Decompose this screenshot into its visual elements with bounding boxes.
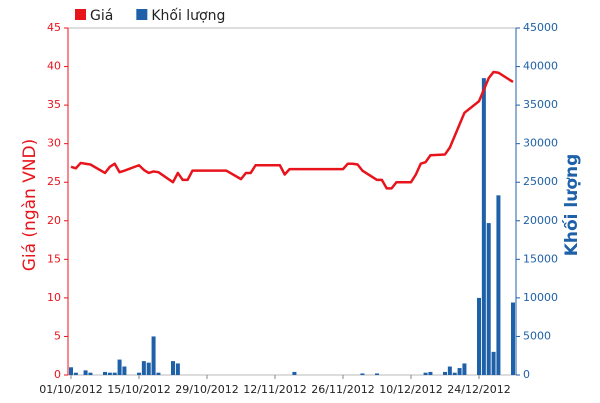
bar [151,336,156,375]
bar [452,372,457,375]
bar [481,78,486,375]
y-tick-label: 0 [54,368,61,381]
bar [146,362,151,375]
plot-area [67,27,517,376]
bar [292,371,297,375]
legend-label: Khối lượng [151,7,225,24]
bar [491,351,496,375]
bar [423,372,428,375]
bar [112,372,117,375]
y-tick-label: 45 [47,21,61,34]
y2-tick-label: 35000 [523,98,558,111]
y2-tick-label: 5000 [523,329,551,342]
x-tick-label: 24/12/2012 [447,383,510,396]
y-tick-label: 40 [47,60,61,73]
legend-swatch [75,9,86,20]
price-line [70,70,514,190]
bar [511,302,515,375]
y2-tick-label: 45000 [523,21,558,34]
y-tick-label: 10 [47,291,61,304]
bar [496,195,501,375]
bar [73,372,78,375]
bar [462,363,467,375]
bar [428,371,433,375]
x-tick-label: 10/12/2012 [379,383,442,396]
x-tick-label: 15/10/2012 [107,383,170,396]
y2-tick-label: 40000 [523,60,558,73]
bar [88,372,93,375]
legend-swatch [136,9,148,20]
legend-label: Giá [90,8,113,24]
y2-tick-label: 30000 [523,137,558,150]
bar [137,372,141,375]
bar [103,371,107,375]
y-tick-label: 20 [47,214,61,227]
y-tick-label: 35 [47,98,61,111]
bar [141,361,146,375]
y2-tick-label: 15000 [523,252,558,265]
x-tick-label: 29/10/2012 [175,383,238,396]
bar [360,373,365,375]
y2-tick-label: 20000 [523,214,558,227]
bar [175,363,180,375]
bar [83,370,88,375]
bar [443,371,447,375]
x-tick-label: 26/11/2012 [311,383,374,396]
y2-axis-title: Khối lượng [561,154,582,257]
bar [171,361,175,375]
bar [69,367,73,375]
bar [447,366,452,375]
y-tick-label: 30 [47,137,61,150]
bar [457,368,462,375]
bar [486,223,491,375]
y-tick-label: 25 [47,175,61,188]
y2-tick-label: 10000 [523,291,558,304]
bar [477,297,481,375]
y-tick-label: 15 [47,252,61,265]
bar [375,373,379,375]
y-axis-title: Giá (ngàn VND) [20,139,40,272]
bar [107,372,112,375]
y2-tick-label: 25000 [523,175,558,188]
y2-tick-label: 0 [523,368,530,381]
bar [122,366,127,375]
x-tick-label: 01/10/2012 [39,383,102,396]
bar [156,372,161,375]
y-tick-label: 5 [54,329,61,342]
x-tick-label: 12/11/2012 [243,383,306,396]
bar [117,359,122,375]
